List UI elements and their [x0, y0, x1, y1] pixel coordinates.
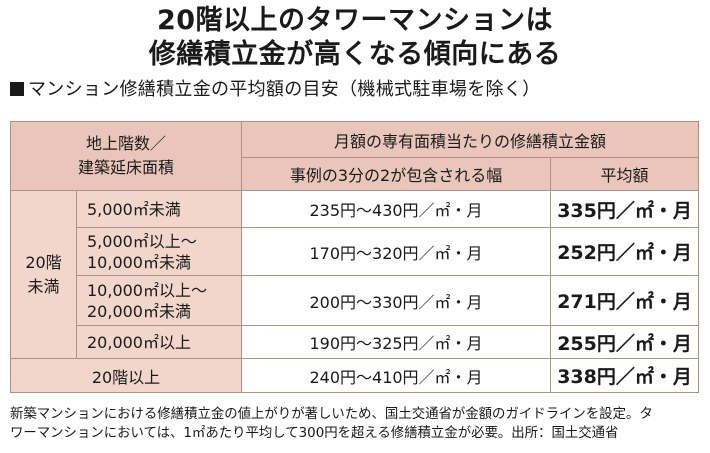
header-area-label: 建築延床面積 — [78, 158, 175, 177]
title-line1: 20階以上のタワーマンションは — [156, 5, 554, 36]
row-label-line2: 20,000㎡未満 — [87, 301, 191, 321]
row-range: 170円〜320円／㎡・月 — [241, 227, 552, 276]
subtitle-text: マンション修繕積立金の平均額の目安（機械式駐車場を除く） — [28, 79, 541, 100]
footnote: 新築マンションにおける修繕積立金の値上がりが著しいため、国土交通省が金額のガイド… — [10, 405, 700, 443]
row-average: 335円／㎡・月 — [550, 190, 700, 228]
square-bullet-icon — [10, 82, 24, 96]
row-average: 271円／㎡・月 — [550, 275, 700, 326]
header-monthly-amount: 月額の専有面積当たりの修繕積立金額 — [241, 121, 700, 158]
title-line2: 修繕積立金が高くなる傾向にある — [148, 39, 562, 70]
header-range: 事例の3分の2が包含される幅 — [241, 157, 552, 191]
row-label: 10,000㎡以上〜 20,000㎡未満 — [75, 275, 243, 326]
footnote-line2: ワーマンションにおいては、1㎡あたり平均して300円を超える修繕積立金が必要。出… — [10, 426, 619, 441]
subtitle: マンション修繕積立金の平均額の目安（機械式駐車場を除く） — [10, 78, 710, 102]
row-label-line2: 10,000㎡未満 — [87, 252, 191, 272]
group-label-line2: 未満 — [27, 276, 60, 296]
table-row: 20階 未満 5,000㎡未満 235円〜430円／㎡・月 335円／㎡・月 — [10, 190, 700, 359]
header-floors-area: 地上階数／ 建築延床面積 — [9, 121, 243, 191]
row-range: 240円〜410円／㎡・月 — [241, 358, 552, 393]
table-row: 5,000㎡以上〜 10,000㎡未満 170円〜320円／㎡・月 252円／㎡… — [11, 227, 700, 276]
row-average: 338円／㎡・月 — [550, 358, 700, 393]
row-label-line1: 5,000㎡以上〜 — [87, 231, 197, 251]
row-label: 5,000㎡未満 — [75, 190, 243, 228]
group-under-20-floors: 20階 未満 — [10, 190, 77, 359]
row-range: 235円〜430円／㎡・月 — [241, 190, 552, 228]
row-range: 190円〜325円／㎡・月 — [241, 325, 552, 359]
row-label: 20,000㎡以上 — [75, 325, 243, 359]
row-average: 255円／㎡・月 — [550, 325, 700, 359]
header-average: 平均額 — [550, 157, 700, 191]
table-row: 10,000㎡以上〜 20,000㎡未満 200円〜330円／㎡・月 271円／… — [11, 275, 700, 326]
footnote-line1: 新築マンションにおける修繕積立金の値上がりが著しいため、国土交通省が金額のガイド… — [10, 407, 653, 422]
row-label: 5,000㎡以上〜 10,000㎡未満 — [75, 227, 243, 276]
reserve-fund-table: 地上階数／ 建築延床面積 月額の専有面積当たりの修繕積立金額 事例の3分の2が包… — [9, 121, 700, 393]
table-row: 20階以上 240円〜410円／㎡・月 338円／㎡・月 — [9, 358, 700, 393]
group-label-line1: 20階 — [25, 252, 62, 272]
table-row: 20,000㎡以上 190円〜325円／㎡・月 255円／㎡・月 — [11, 325, 700, 359]
row-range: 200円〜330円／㎡・月 — [241, 275, 552, 326]
header-floors-label: 地上階数／ — [86, 134, 167, 153]
row-label-line1: 10,000㎡以上〜 — [87, 280, 207, 300]
row-label-20-floors-above: 20階以上 — [9, 358, 243, 393]
row-average: 252円／㎡・月 — [550, 227, 700, 276]
